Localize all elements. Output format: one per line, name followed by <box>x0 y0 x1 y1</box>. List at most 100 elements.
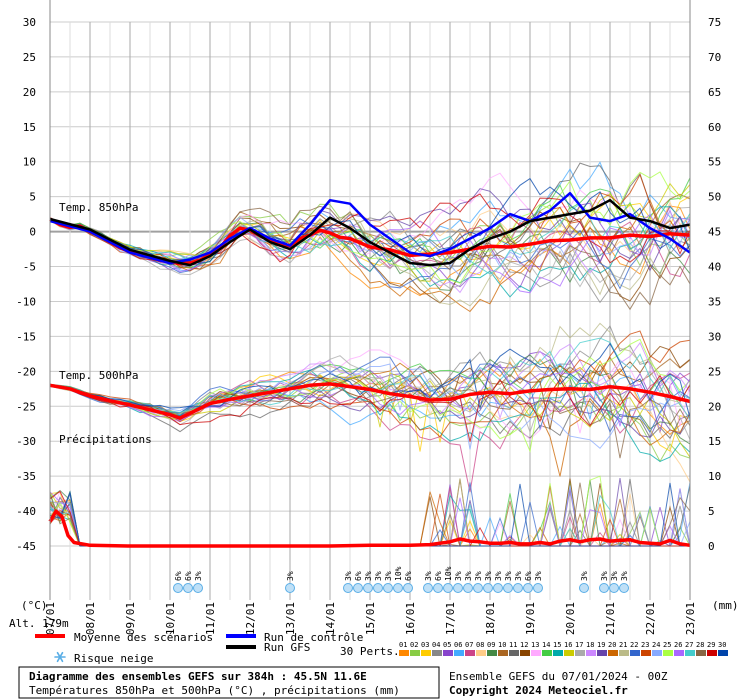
right-tick-label: 55 <box>708 156 721 169</box>
snow-risk-label: 3% <box>464 571 473 581</box>
snow-risk-label: 3% <box>494 571 503 581</box>
snow-risk-label: 3% <box>384 571 393 581</box>
pert-number: 12 <box>520 641 528 649</box>
snowflake-icon <box>463 583 473 593</box>
snowflake-icon <box>403 583 413 593</box>
pert-number: 16 <box>564 641 572 649</box>
x-date-label: 15/01 <box>364 602 377 635</box>
series-line-2 <box>48 509 691 548</box>
right-tick-label: 60 <box>708 121 721 134</box>
right-tick-label: 15 <box>708 435 721 448</box>
section-label-precip: Précipitations <box>59 433 152 446</box>
x-date-label: 08/01 <box>84 602 97 635</box>
snowflake-icon <box>353 583 363 593</box>
footer-title: Diagramme des ensembles GEFS sur 384h : … <box>29 670 367 683</box>
snowflake-icon <box>183 583 193 593</box>
perturbation-legend: 01 02 03 04 05 06 07 08 09 10 11 12 13 14 15 16 17 18 19 20… <box>399 641 728 656</box>
pert-swatch <box>586 650 596 656</box>
pert-number: 08 <box>476 641 484 649</box>
snowflake-icon <box>393 583 403 593</box>
pert-number: 02 <box>410 641 418 649</box>
pert-number: 06 <box>454 641 462 649</box>
left-tick-label: 25 <box>23 51 36 64</box>
pert-swatch <box>421 650 431 656</box>
pert-swatch <box>443 650 453 656</box>
left-tick-label: -35 <box>16 470 36 483</box>
snowflake-icon <box>513 583 523 593</box>
pert-number: 18 <box>586 641 594 649</box>
pert-number: 14 <box>542 641 550 649</box>
right-tick-label: 35 <box>708 295 721 308</box>
pert-number: 13 <box>531 641 539 649</box>
snowflake-icon <box>599 583 609 593</box>
x-date-label: 16/01 <box>404 602 417 635</box>
footer-title-box <box>18 666 440 699</box>
x-date-label: 11/01 <box>204 602 217 635</box>
pert-number: 19 <box>597 641 605 649</box>
legend-gfs-label: Run GFS <box>264 641 310 654</box>
pert-line-t850 <box>49 218 691 290</box>
pert-swatch <box>685 650 695 656</box>
snowflake-icon <box>383 583 393 593</box>
snowflake-icon <box>443 583 453 593</box>
pert-number: 17 <box>575 641 583 649</box>
x-date-label: 10/01 <box>164 602 177 635</box>
axes: 302520151050-5-10-15-20-25-30-35-40-4575… <box>16 0 721 635</box>
series-lines <box>48 191 691 548</box>
right-tick-label: 0 <box>708 540 715 553</box>
pert-swatch <box>542 650 552 656</box>
snow-risk-label: 6% <box>354 571 363 581</box>
right-tick-label: 10 <box>708 470 721 483</box>
x-date-label: 14/01 <box>324 602 337 635</box>
snow-risk-label: 3% <box>610 571 619 581</box>
pert-number: 20 <box>608 641 616 649</box>
pert-line-t850 <box>49 199 691 313</box>
pert-number: 24 <box>652 641 660 649</box>
snowflake-icon <box>493 583 503 593</box>
snow-risk-label: 3% <box>484 571 493 581</box>
snowflake-icon <box>579 583 589 593</box>
left-tick-label: -10 <box>16 295 36 308</box>
pert-number: 29 <box>707 641 715 649</box>
left-tick-label: 15 <box>23 121 36 134</box>
pert-line-t850 <box>49 206 691 298</box>
left-tick-label: -15 <box>16 330 36 343</box>
snow-risk-label: 10% <box>444 566 453 581</box>
snow-risk-label: 3% <box>514 571 523 581</box>
altitude-label: Alt. 179m <box>9 617 69 630</box>
right-tick-label: 40 <box>708 261 721 274</box>
pert-number: 09 <box>487 641 495 649</box>
snow-risk-label: 6% <box>184 571 193 581</box>
pert-number: 11 <box>509 641 517 649</box>
left-tick-label: -25 <box>16 400 36 413</box>
pert-swatch <box>432 650 442 656</box>
pert-number: 28 <box>696 641 704 649</box>
pert-line-t500 <box>49 365 691 440</box>
pert-number: 30 <box>718 641 726 649</box>
x-date-label: 19/01 <box>524 602 537 635</box>
right-tick-label: 20 <box>708 400 721 413</box>
pert-swatch <box>641 650 651 656</box>
snowflake-icon <box>609 583 619 593</box>
pert-number: 03 <box>421 641 429 649</box>
pert-swatch <box>608 650 618 656</box>
pert-swatch <box>652 650 662 656</box>
pert-swatch <box>509 650 519 656</box>
snowflake-icon <box>373 583 383 593</box>
pert-swatch <box>553 650 563 656</box>
snowflake-icon <box>54 651 66 663</box>
pert-swatch <box>696 650 706 656</box>
x-date-label: 12/01 <box>244 602 257 635</box>
right-tick-label: 30 <box>708 330 721 343</box>
pert-swatch <box>674 650 684 656</box>
left-axis-unit: (°C) <box>21 599 48 612</box>
x-date-label: 18/01 <box>484 602 497 635</box>
snowflake-icon <box>193 583 203 593</box>
legend-mean-label: Moyenne des scénarios <box>74 631 213 644</box>
snowflake-icon <box>483 583 493 593</box>
snowflake-icon <box>619 583 629 593</box>
pert-number: 25 <box>663 641 671 649</box>
pert-swatch <box>399 650 409 656</box>
snow-risk-label: 3% <box>194 571 203 581</box>
